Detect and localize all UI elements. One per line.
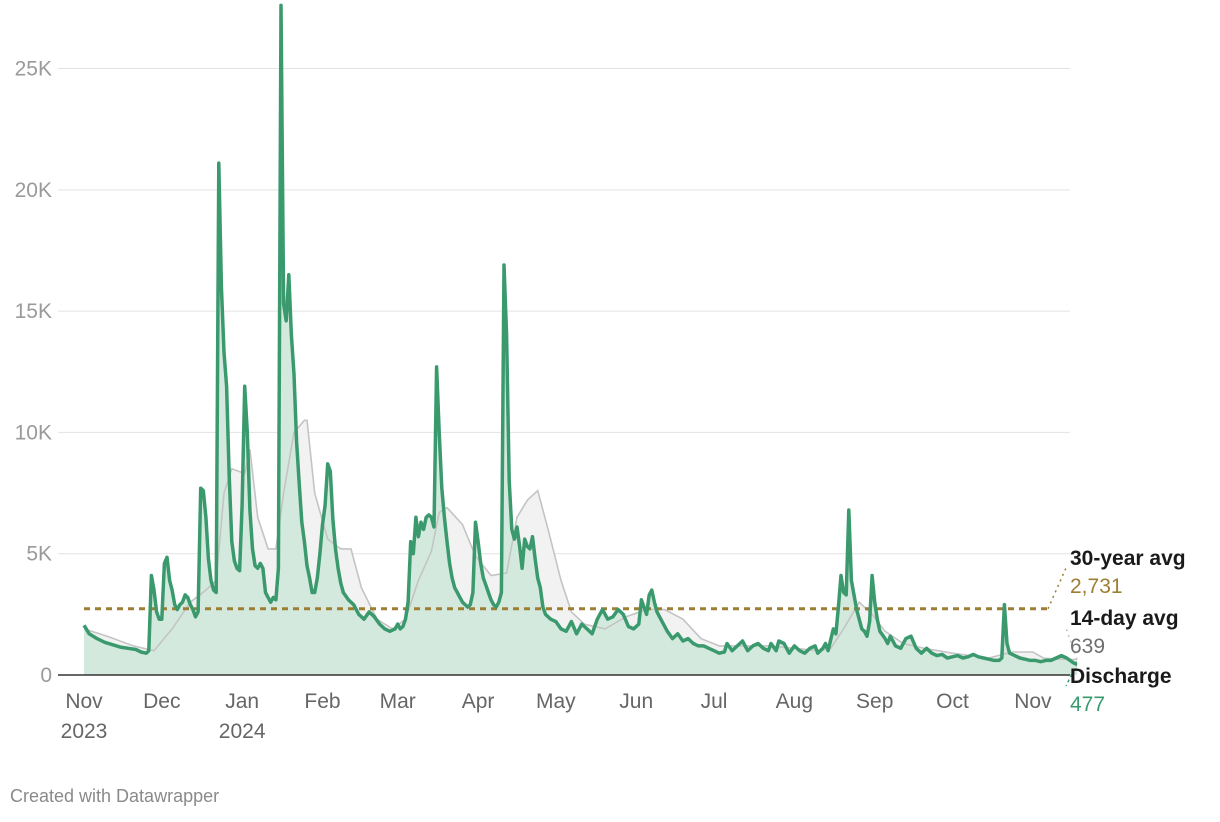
series-labels: 30-year avg 2,731 14-day avg 639 Discharge 47…	[1047, 547, 1186, 716]
x-tick-label: Nov	[65, 690, 103, 713]
x-tick-label: Mar	[380, 690, 416, 713]
x-tick-label: Aug	[776, 690, 813, 713]
x-tick-label: Jan	[225, 690, 259, 713]
x-tick-label: Apr	[462, 690, 495, 713]
x-tick-label: Nov	[1014, 690, 1052, 713]
avg14-label-name: 14-day avg	[1070, 607, 1179, 630]
x-tick-label: Jun	[619, 690, 653, 713]
x-tick-label: Sep	[856, 690, 893, 713]
discharge-label-value: 477	[1070, 693, 1105, 716]
gridlines	[58, 68, 1070, 555]
avg14-line	[83, 419, 1078, 661]
y-tick-label: 0	[40, 664, 52, 687]
series-lines	[82, 3, 1078, 666]
x-tick-year-label: 2024	[219, 720, 266, 743]
y-tick-label: 5K	[26, 543, 52, 566]
x-tick-label: Oct	[936, 690, 969, 713]
avg14-label-value: 639	[1070, 635, 1105, 658]
discharge-line	[82, 3, 1077, 666]
avg30-label-value: 2,731	[1070, 575, 1123, 598]
credit-text: Created with Datawrapper	[10, 786, 220, 806]
avg30-label-connector	[1047, 567, 1067, 610]
x-tick-label: Dec	[143, 690, 180, 713]
discharge-area	[84, 5, 1077, 675]
x-tick-label: Feb	[304, 690, 340, 713]
x-tick-label: Jul	[701, 690, 728, 713]
y-tick-label: 20K	[15, 179, 52, 202]
y-tick-label: 10K	[15, 421, 52, 444]
discharge-label-connector	[1065, 663, 1078, 687]
axes: 0 5K 10K 15K 20K 25K Nov 2023 Dec Jan 2024 Feb Mar Ap…	[15, 58, 1070, 743]
discharge-label-name: Discharge	[1070, 665, 1172, 688]
y-tick-label: 15K	[15, 300, 52, 323]
avg30-label-name: 30-year avg	[1070, 547, 1186, 570]
areas	[84, 5, 1077, 675]
y-tick-label: 25K	[15, 58, 52, 81]
x-tick-label: May	[536, 690, 576, 713]
x-tick-year-label: 2023	[61, 720, 108, 743]
